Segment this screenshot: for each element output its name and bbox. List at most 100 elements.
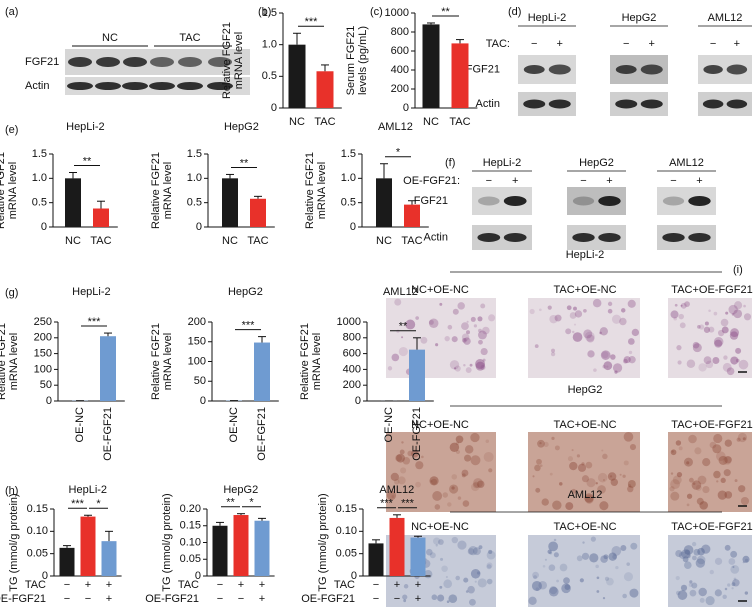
cell-texture [708, 309, 711, 313]
cell-texture [554, 445, 560, 451]
blot-band [523, 99, 546, 109]
blot-band [68, 57, 92, 67]
bar [451, 43, 469, 108]
x-row-sign: − [373, 593, 379, 605]
cell-texture [470, 316, 476, 322]
blot-band [96, 57, 120, 67]
cell-texture [600, 350, 611, 360]
cell-texture [606, 577, 614, 586]
cell-texture [532, 475, 535, 478]
cell-texture [720, 477, 726, 483]
sign: + [512, 175, 518, 187]
cell-texture [675, 590, 681, 596]
cell-texture [448, 594, 458, 604]
blot-band [688, 233, 711, 242]
cell-texture [732, 579, 740, 587]
cell-texture [675, 549, 683, 558]
cell-texture [467, 585, 475, 594]
cell-texture [569, 461, 578, 471]
cell-texture [401, 336, 404, 339]
cell-texture [461, 473, 466, 478]
cell-texture [442, 492, 449, 498]
condition-label: NC+OE-NC [411, 521, 469, 533]
cell-texture [553, 552, 559, 558]
cell-texture [401, 441, 404, 444]
x-row-sign: + [259, 593, 265, 605]
cell-texture [597, 485, 606, 494]
cell-texture [610, 478, 619, 486]
row-label: Actin [424, 231, 448, 243]
cell-texture [461, 333, 470, 341]
cell-texture [627, 484, 632, 488]
cell-texture [476, 571, 481, 575]
y-tick-label: 1.0 [32, 172, 47, 184]
cell-texture [539, 308, 542, 312]
cell-texture [534, 344, 539, 349]
y-tick-label: 200 [343, 379, 361, 391]
chart-title: AML12 [379, 484, 414, 496]
y-axis-label: TG (mmol/g protein) [161, 493, 173, 591]
y-tick-label: 0.15 [27, 503, 48, 515]
cell-texture [584, 331, 595, 342]
cell-texture [694, 447, 702, 455]
cell-texture [572, 330, 575, 334]
cell-texture [607, 472, 617, 481]
x-tick-label: OE-FGF21 [411, 407, 423, 461]
cell-texture [462, 338, 467, 343]
row-label: FGF21 [466, 63, 500, 75]
cell-texture [722, 594, 727, 600]
cell-texture [742, 561, 745, 564]
cell-texture [609, 475, 613, 478]
cell-texture [453, 367, 457, 370]
x-tick-label: OE-NC [383, 407, 395, 443]
cell-texture [703, 356, 712, 365]
cell-texture [735, 347, 742, 354]
cell-texture [684, 549, 691, 555]
cell-texture [528, 596, 537, 606]
sign: − [623, 38, 629, 50]
cell-texture [397, 476, 406, 485]
x-tick-label: NC [376, 235, 392, 247]
cell-texture [679, 322, 686, 329]
cell-texture [475, 361, 485, 371]
micrograph [528, 298, 640, 378]
cell-texture [670, 310, 679, 319]
chart-title: HepLi-2 [69, 484, 108, 496]
cell-texture [398, 346, 408, 357]
cell-texture [740, 496, 750, 506]
cell-texture [669, 486, 675, 492]
y-axis-label: TG (mmol/g protein) [317, 493, 329, 591]
cell-texture [593, 368, 597, 372]
y-tick-label: 1.5 [341, 148, 356, 160]
y-tick-label: 0.15 [336, 503, 357, 515]
cell-line-label: HepG2 [622, 12, 657, 24]
cell-texture [716, 451, 726, 461]
cell-texture [449, 484, 459, 494]
blot-band [572, 196, 595, 206]
cell-texture [586, 334, 595, 343]
cell-texture [586, 478, 596, 488]
cell-texture [457, 540, 467, 550]
y-tick-label: 0 [351, 570, 357, 582]
cell-texture [713, 470, 721, 479]
cell-texture [686, 493, 693, 499]
cell-texture [725, 311, 729, 315]
blot-band [208, 57, 232, 67]
y-tick-label: 400 [391, 64, 409, 76]
blot-band [150, 57, 174, 67]
cell-texture [619, 473, 622, 476]
cell-texture [692, 343, 702, 353]
y-tick-label: 0 [195, 570, 201, 582]
cell-texture [455, 449, 461, 455]
cell-texture [452, 308, 459, 315]
cell-texture [714, 557, 723, 565]
cell-texture [704, 321, 709, 326]
cell-texture [678, 446, 683, 451]
y-axis-label: mRNA level [8, 333, 20, 390]
row-label: FGF21 [414, 195, 448, 207]
cell-texture [394, 298, 402, 306]
cell-texture [727, 583, 731, 587]
cell-texture [486, 550, 496, 560]
cell-texture [550, 351, 556, 357]
sign: + [557, 38, 563, 50]
